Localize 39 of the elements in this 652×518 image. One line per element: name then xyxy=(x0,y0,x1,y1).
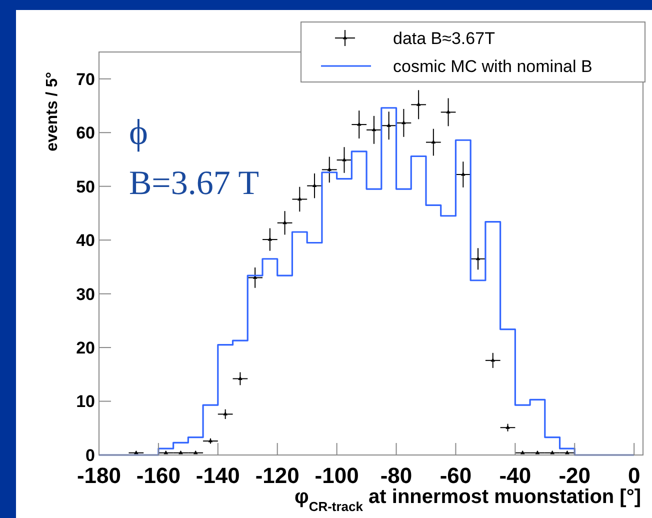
x-tick-label: -40 xyxy=(499,463,532,488)
x-tick-label: -140 xyxy=(196,463,240,488)
annotation: ϕ xyxy=(129,112,148,152)
point xyxy=(238,376,242,380)
point xyxy=(298,196,302,200)
x-tick-label: -80 xyxy=(380,463,412,488)
x-tick-label: -60 xyxy=(440,463,472,488)
x-axis-title: φ$_{CR-track}$ at innermost muonstation [°] xyxy=(294,486,641,514)
point xyxy=(268,237,272,241)
point xyxy=(416,102,421,106)
x-tick-label: -160 xyxy=(136,463,180,488)
y-tick-label: 70 xyxy=(76,70,95,89)
point xyxy=(506,425,510,429)
annotation: B=3.67 T xyxy=(129,165,260,202)
y-tick-label: 30 xyxy=(76,284,95,304)
legend-label: data B≈3.67T xyxy=(393,28,495,48)
y-axis-title: events / 5° xyxy=(44,72,61,152)
y-tick-label: 50 xyxy=(76,177,95,196)
legend-label: cosmic MC with nominal B xyxy=(393,56,592,76)
x-tick-label: -20 xyxy=(558,463,591,488)
y-tick-label: 10 xyxy=(76,392,95,412)
point xyxy=(282,220,287,224)
point xyxy=(431,140,436,144)
x-tick-label: 0 xyxy=(628,463,640,488)
y-tick-label: 20 xyxy=(76,338,95,358)
point xyxy=(446,110,450,114)
point xyxy=(327,167,332,171)
y-tick-label: 0 xyxy=(86,446,95,465)
y-tick-label: 40 xyxy=(76,231,95,250)
y-tick-label: 60 xyxy=(76,124,95,143)
point xyxy=(490,358,496,362)
point xyxy=(386,123,391,127)
x-tick-label: -100 xyxy=(314,463,359,488)
x-tick-label: -120 xyxy=(255,463,300,488)
point xyxy=(356,122,362,126)
point xyxy=(372,127,376,132)
x-tick-label: -180 xyxy=(76,463,122,488)
point xyxy=(461,172,466,176)
point xyxy=(223,412,228,416)
